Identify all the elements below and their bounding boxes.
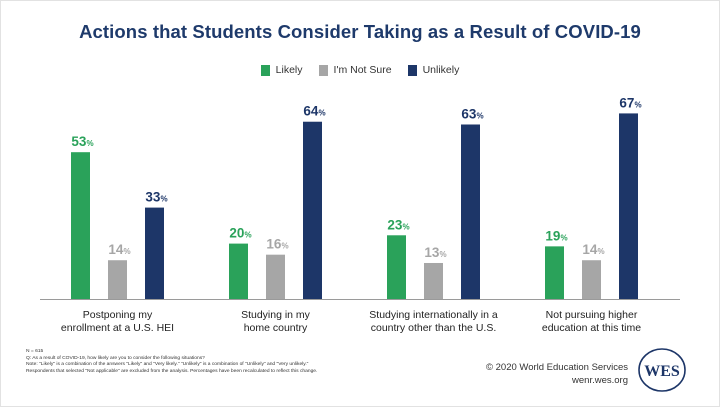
data-label-3-2: 67% [619,95,641,110]
data-label-2-2: 63% [461,106,483,121]
category-label-1-line-1: home country [243,322,308,334]
data-label-1-0: 20% [229,226,251,241]
legend-entry-0: Likely [260,64,303,76]
legend-entry-1: I'm Not Sure [318,64,392,76]
category-label-3: Not pursuing higher education at this tim… [502,309,682,335]
bar-2-0 [387,235,406,299]
data-label-3-0: 19% [545,228,567,243]
chart-legend: Likely I'm Not Sure Unlikely [0,64,720,76]
footnote-sample-size: N = 615 [26,349,44,354]
legend-label-2: Unlikely [422,64,460,76]
bar-0-2 [145,207,164,299]
bar-1-0 [229,243,248,299]
category-label-2-line-0: Studying internationally in a [369,309,498,321]
category-label-3-line-1: education at this time [541,322,642,334]
bar-0-1 [108,260,127,299]
copyright-text: © 2020 World Education Services [485,362,628,373]
wes-logo-ring [638,348,686,392]
bar-1-1 [266,254,285,299]
bar-3-1 [582,260,601,299]
wes-logo-text: WES [644,363,680,380]
legend-swatch-0 [260,64,270,76]
footnote-note: Note: "Likely" is a combination of the a… [26,362,309,368]
category-label-1-line-0: Studying in my [241,309,310,321]
data-label-1-2: 64% [303,104,325,119]
bar-2-1 [424,262,443,299]
legend-label-1: I'm Not Sure [333,64,392,76]
category-label-0: Postponing my enrollment at a U.S. HEI [28,309,208,335]
legend-entry-2: Unlikely [407,64,460,76]
bar-3-2 [619,113,638,299]
credit: © 2020 World Education Services wenr.wes… [486,361,628,387]
bar-2-2 [461,124,480,300]
data-label-0-2: 33% [145,190,167,205]
category-label-1: Studying in my home country [186,309,366,335]
chart-title: Actions that Students Consider Taking as… [79,21,641,42]
legend-swatch-2 [407,64,417,76]
category-label-0-line-1: enrollment at a U.S. HEI [60,322,175,334]
data-label-0-0: 53% [71,134,93,149]
category-label-2: Studying internationally in a country oth… [344,309,524,335]
data-label-0-1: 14% [108,242,130,257]
footnote-question: Q: As a result of COVID-19, how likely a… [26,355,205,361]
category-label-2-line-1: country other than the U.S. [370,322,497,334]
footnote: N = 615 Q: As a result of COVID-19, how … [26,349,466,375]
data-label-3-1: 14% [582,242,604,257]
legend-label-0: Likely [275,64,303,76]
legend-swatch-1 [318,64,328,76]
footnote-exclusion: Respondents that selected "Not applicabl… [26,368,318,374]
data-label-2-0: 23% [387,217,409,232]
wes-logo: WES [638,348,686,392]
bar-0-0 [71,152,90,299]
data-label-2-1: 13% [424,245,446,260]
source-url: wenr.wes.org [572,375,628,386]
category-label-3-line-0: Not pursuing higher [545,309,638,321]
bar-3-0 [545,246,564,299]
category-label-0-line-0: Postponing my [82,309,153,321]
bar-1-2 [303,121,322,299]
data-label-1-1: 16% [266,237,288,252]
